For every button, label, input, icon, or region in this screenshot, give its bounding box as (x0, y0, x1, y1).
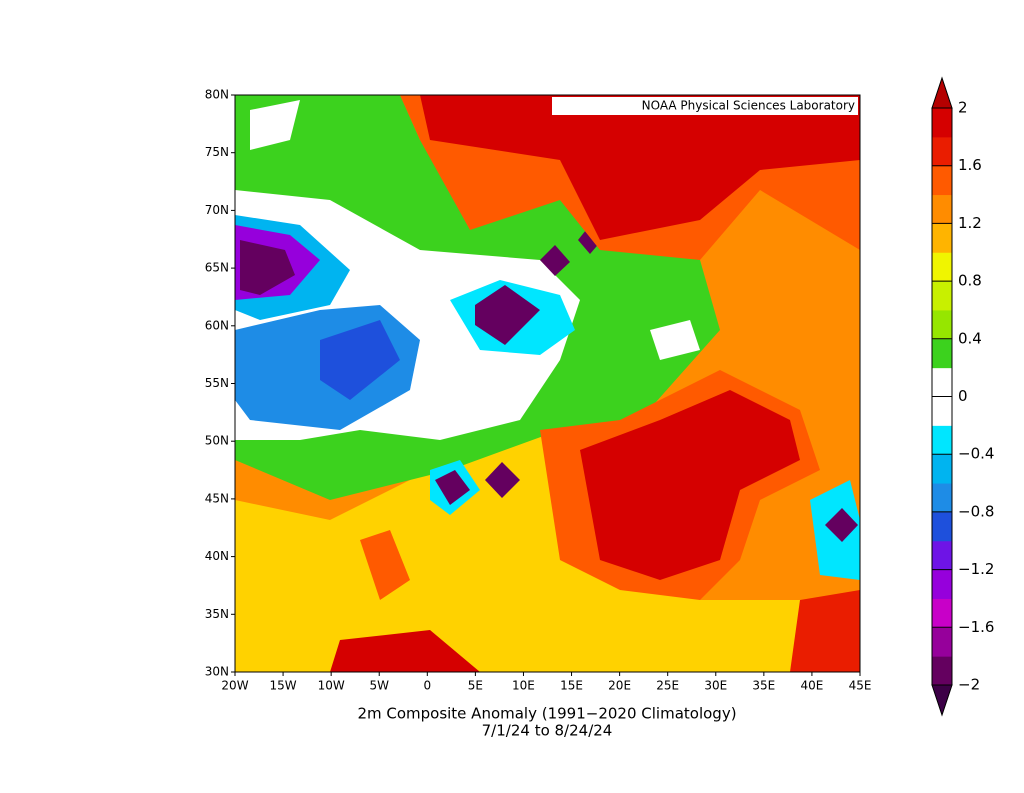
lon-label: 40E (800, 679, 823, 693)
lon-label: 25E (656, 679, 679, 693)
colorbar-band (932, 656, 952, 686)
lat-label: 55N (205, 376, 229, 390)
colorbar-label: −1.6 (958, 618, 994, 636)
colorbar-band (932, 252, 952, 282)
colorbar-band (932, 569, 952, 599)
colorbar-band (932, 540, 952, 571)
colorbar-label: −0.4 (958, 445, 994, 463)
lat-label: 45N (205, 491, 229, 505)
colorbar-band (932, 511, 952, 542)
lon-label: 20W (221, 679, 248, 693)
lon-label: 35E (752, 679, 775, 693)
colorbar-band (932, 108, 952, 138)
colorbar: 2 1.6 1.2 0.8 0.4 0 −0.4 −0.8 −1.2 −1.6 −2 (931, 76, 994, 717)
colorbar-band (932, 367, 952, 397)
colorbar-label: 0.8 (958, 272, 982, 290)
colorbar-label: −2 (958, 676, 980, 694)
colorbar-band (932, 396, 952, 426)
colorbar-band (932, 281, 952, 311)
colorbar-band (932, 223, 952, 253)
colorbar-over (931, 76, 953, 109)
lat-label: 40N (205, 549, 229, 563)
title: 2m Composite Anomaly (1991−2020 Climatol… (357, 705, 736, 723)
lon-label: 15W (270, 679, 297, 693)
lat-label: 75N (205, 145, 229, 159)
subtitle: 7/1/24 to 8/24/24 (482, 722, 613, 740)
lon-label: 15E (560, 679, 583, 693)
anomaly-field (234, 94, 861, 673)
lon-label: 5E (468, 679, 483, 693)
lat-label: 70N (205, 203, 229, 217)
colorbar-band (932, 309, 952, 340)
lon-label: 20E (608, 679, 631, 693)
colorbar-label: −1.2 (958, 560, 994, 578)
colorbar-label: 0 (958, 387, 968, 405)
colorbar-label: −0.8 (958, 502, 994, 520)
colorbar-band (932, 136, 952, 167)
credit-box (552, 97, 858, 115)
lat-label: 50N (205, 434, 229, 448)
colorbar-band (932, 598, 952, 628)
lat-label: 65N (205, 261, 229, 275)
lat-label: 60N (205, 318, 229, 332)
colorbar-band (932, 338, 952, 369)
colorbar-label: 0.4 (958, 329, 982, 347)
colorbar-band (932, 627, 952, 657)
colorbar-label: 2 (958, 99, 968, 117)
lat-label: 35N (205, 607, 229, 621)
lon-label: 5W (369, 679, 389, 693)
lon-label: 10E (512, 679, 535, 693)
colorbar-band (932, 454, 952, 484)
credit: NOAA Physical Sciences Laboratory (642, 99, 855, 113)
colorbar-band (932, 483, 952, 513)
colorbar-band (932, 425, 952, 455)
lat-label: 30N (205, 665, 229, 679)
colorbar-label: 1.6 (958, 156, 982, 174)
lat-label: 80N (205, 88, 229, 102)
lon-label: 0 (423, 679, 431, 693)
lon-label: 30E (704, 679, 727, 693)
colorbar-under (931, 684, 953, 717)
colorbar-label: 1.2 (958, 214, 982, 232)
lon-label: 10W (318, 679, 345, 693)
colorbar-band (932, 194, 952, 224)
colorbar-band (932, 165, 952, 196)
lon-label: 45E (849, 679, 872, 693)
